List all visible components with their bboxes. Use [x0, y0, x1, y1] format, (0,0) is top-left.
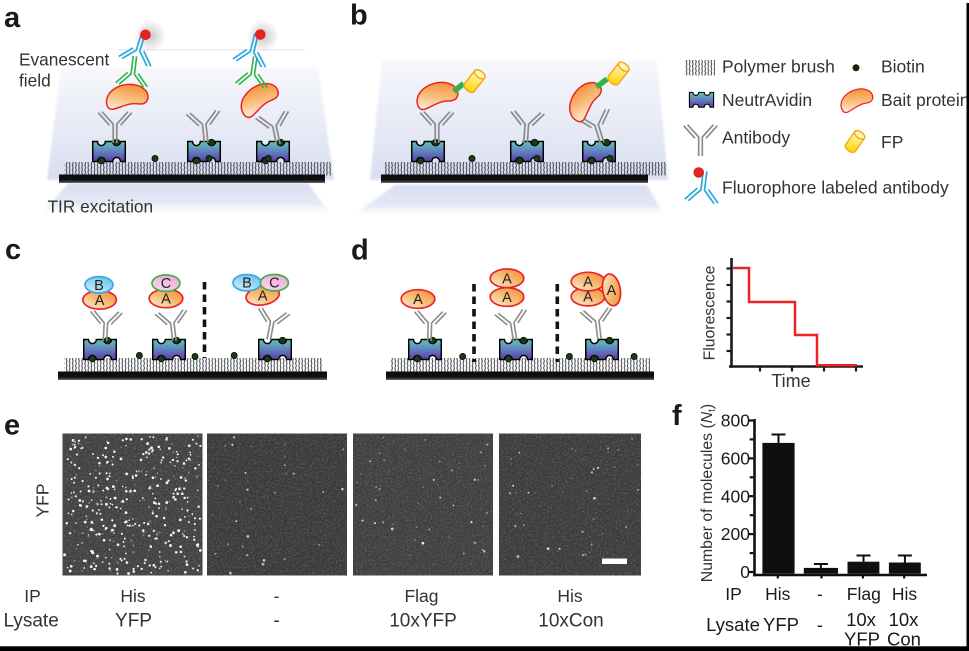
svg-text:Con: Con: [887, 628, 921, 649]
svg-text:d: d: [351, 235, 369, 267]
svg-text:-: -: [273, 611, 279, 632]
svg-text:f: f: [672, 400, 682, 432]
svg-text:Flag: Flag: [404, 586, 438, 606]
svg-text:B: B: [242, 276, 252, 292]
svg-text:His: His: [120, 586, 146, 606]
svg-text:Fluorophore labeled antibody: Fluorophore labeled antibody: [722, 178, 949, 198]
svg-text:Fluorescence: Fluorescence: [702, 265, 719, 360]
svg-text:A: A: [502, 271, 512, 287]
svg-text:800: 800: [721, 411, 750, 431]
svg-text:IP: IP: [725, 584, 742, 604]
svg-text:His: His: [765, 584, 791, 604]
svg-text:YFP: YFP: [763, 614, 799, 635]
svg-text:Biotin: Biotin: [881, 57, 925, 77]
svg-text:YFP: YFP: [115, 611, 152, 632]
svg-text:Time: Time: [771, 371, 810, 391]
svg-text:10x: 10x: [846, 609, 877, 630]
svg-text:-: -: [817, 584, 823, 604]
svg-text:600: 600: [721, 448, 750, 468]
svg-text:C: C: [269, 276, 279, 292]
svg-text:TIR excitation: TIR excitation: [48, 197, 154, 217]
svg-text:His: His: [892, 584, 918, 604]
svg-text:A: A: [161, 291, 171, 307]
svg-text:-: -: [274, 586, 280, 606]
svg-text:a: a: [4, 2, 21, 34]
svg-text:10xYFP: 10xYFP: [389, 611, 457, 632]
svg-text:Number of molecules (Nt): Number of molecules (Nt): [699, 404, 718, 582]
svg-text:A: A: [583, 290, 593, 306]
svg-text:FP: FP: [881, 132, 903, 152]
svg-text:Lysate: Lysate: [706, 614, 760, 635]
svg-text:C: C: [161, 276, 171, 292]
svg-text:NeutrAvidin: NeutrAvidin: [722, 90, 812, 110]
svg-text:IP: IP: [24, 586, 41, 606]
svg-text:Flag: Flag: [847, 584, 881, 604]
svg-text:A: A: [413, 292, 423, 308]
svg-text:A: A: [583, 275, 593, 291]
svg-text:His: His: [557, 586, 583, 606]
svg-text:e: e: [4, 410, 20, 442]
svg-text:Polymer brush: Polymer brush: [722, 57, 835, 77]
svg-text:Lysate: Lysate: [4, 611, 59, 632]
svg-text:A: A: [95, 293, 105, 309]
svg-text:200: 200: [721, 524, 750, 544]
svg-text:Bait protein: Bait protein: [881, 90, 969, 110]
svg-text:A: A: [258, 289, 268, 305]
svg-text:Evanescent: Evanescent: [19, 50, 110, 70]
svg-text:YFP: YFP: [33, 483, 53, 517]
svg-text:10x: 10x: [889, 609, 920, 630]
svg-text:0: 0: [740, 562, 750, 582]
svg-text:c: c: [5, 234, 21, 266]
svg-text:-: -: [817, 614, 823, 635]
svg-text:field: field: [19, 71, 51, 91]
svg-text:10xCon: 10xCon: [538, 611, 604, 632]
svg-text:B: B: [94, 278, 104, 294]
svg-text:400: 400: [721, 486, 750, 506]
svg-text:A: A: [502, 290, 512, 306]
svg-text:A: A: [607, 283, 617, 299]
svg-text:Antibody: Antibody: [722, 128, 790, 148]
svg-text:YFP: YFP: [844, 628, 880, 649]
svg-text:b: b: [350, 0, 368, 32]
